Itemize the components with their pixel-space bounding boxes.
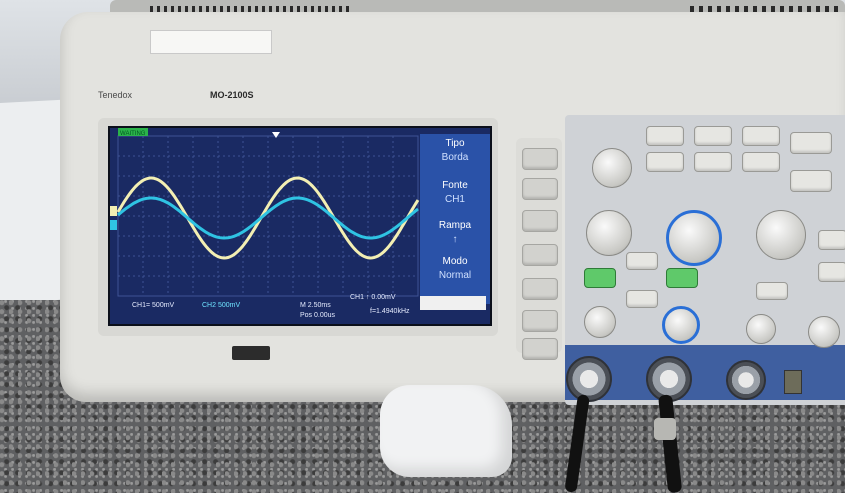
trigger-level: CH1 ↑ 0.00mV xyxy=(350,294,396,301)
horizontal-menu-button[interactable] xyxy=(756,282,788,300)
cloth xyxy=(380,385,512,477)
menu-value-tipo: Borda xyxy=(441,152,469,163)
ch1-bnc-input[interactable] xyxy=(566,356,612,402)
probe-comp-terminal xyxy=(784,370,802,394)
trigger-menu-button[interactable] xyxy=(818,230,845,250)
menu-value-modo: Normal xyxy=(438,270,472,281)
trigger-level-knob[interactable] xyxy=(808,316,840,348)
trigger-pos: Pos 0.00us xyxy=(300,312,336,319)
softkey-6[interactable] xyxy=(522,310,558,332)
trigger-force-button[interactable] xyxy=(818,262,845,282)
menu-value-rampa: ↑ xyxy=(452,234,458,245)
waveform-area: WAITING xyxy=(110,128,420,297)
panel-button-4[interactable] xyxy=(646,152,684,172)
run-status-badge xyxy=(118,128,148,136)
ch2-position-knob[interactable] xyxy=(662,306,700,344)
menu-label-tipo: Tipo xyxy=(445,138,465,149)
ch2-scale: CH2 500mV xyxy=(202,302,241,309)
panel-button-6[interactable] xyxy=(742,152,780,172)
menu-value-fonte: CH1 xyxy=(444,194,465,205)
softkey-1[interactable] xyxy=(522,148,558,170)
ext-trigger-input[interactable] xyxy=(726,360,766,400)
label-sticker xyxy=(150,30,272,54)
usb-port xyxy=(232,346,270,360)
panel-button-5[interactable] xyxy=(694,152,732,172)
ch1-scale: CH1= 500mV xyxy=(132,302,175,309)
single-button[interactable] xyxy=(790,170,832,192)
trigger-menu xyxy=(420,134,490,304)
ch2-marker xyxy=(110,220,117,230)
run-stop-button[interactable] xyxy=(790,132,832,154)
timebase: M 2.50ms xyxy=(300,302,331,309)
left-vent xyxy=(150,6,350,16)
run-status-text: WAITING xyxy=(120,131,146,137)
oscilloscope-display: WAITING Tipo Borda Fonte CH1 Rampa ↑ Mod… xyxy=(108,126,492,326)
ref-button[interactable] xyxy=(626,290,658,308)
menu-highlight-bar xyxy=(420,296,486,310)
ch2-trace xyxy=(117,196,419,240)
menu-label-rampa: Rampa xyxy=(438,220,472,231)
model-label: MO-2100S xyxy=(210,90,254,100)
panel-button-3[interactable] xyxy=(742,126,780,146)
softkey-7[interactable] xyxy=(522,338,558,360)
softkey-5[interactable] xyxy=(522,278,558,300)
ch2-button[interactable] xyxy=(666,268,698,288)
horizontal-position-knob[interactable] xyxy=(746,314,776,344)
trigger-position-marker xyxy=(272,132,280,138)
menu-label-modo: Modo xyxy=(442,256,468,267)
softkey-3[interactable] xyxy=(522,210,558,232)
menu-label-fonte: Fonte xyxy=(442,180,468,191)
softkey-2[interactable] xyxy=(522,178,558,200)
ch1-trace xyxy=(116,176,420,260)
math-button[interactable] xyxy=(626,252,658,270)
probe-connector xyxy=(654,418,676,440)
panel-button-1[interactable] xyxy=(646,126,684,146)
ch2-volts-knob[interactable] xyxy=(666,210,722,266)
ch1-volts-knob[interactable] xyxy=(586,210,632,256)
panel-button-2[interactable] xyxy=(694,126,732,146)
timebase-knob[interactable] xyxy=(756,210,806,260)
frequency-readout: f=1.4940kHz xyxy=(370,308,410,315)
ch1-marker xyxy=(110,206,117,216)
ch2-bnc-input[interactable] xyxy=(646,356,692,402)
grid xyxy=(117,135,419,297)
ch1-button[interactable] xyxy=(584,268,616,288)
softkey-4[interactable] xyxy=(522,244,558,266)
multipurpose-knob[interactable] xyxy=(592,148,632,188)
ch1-position-knob[interactable] xyxy=(584,306,616,338)
brand-label: Tenedox xyxy=(98,90,133,100)
